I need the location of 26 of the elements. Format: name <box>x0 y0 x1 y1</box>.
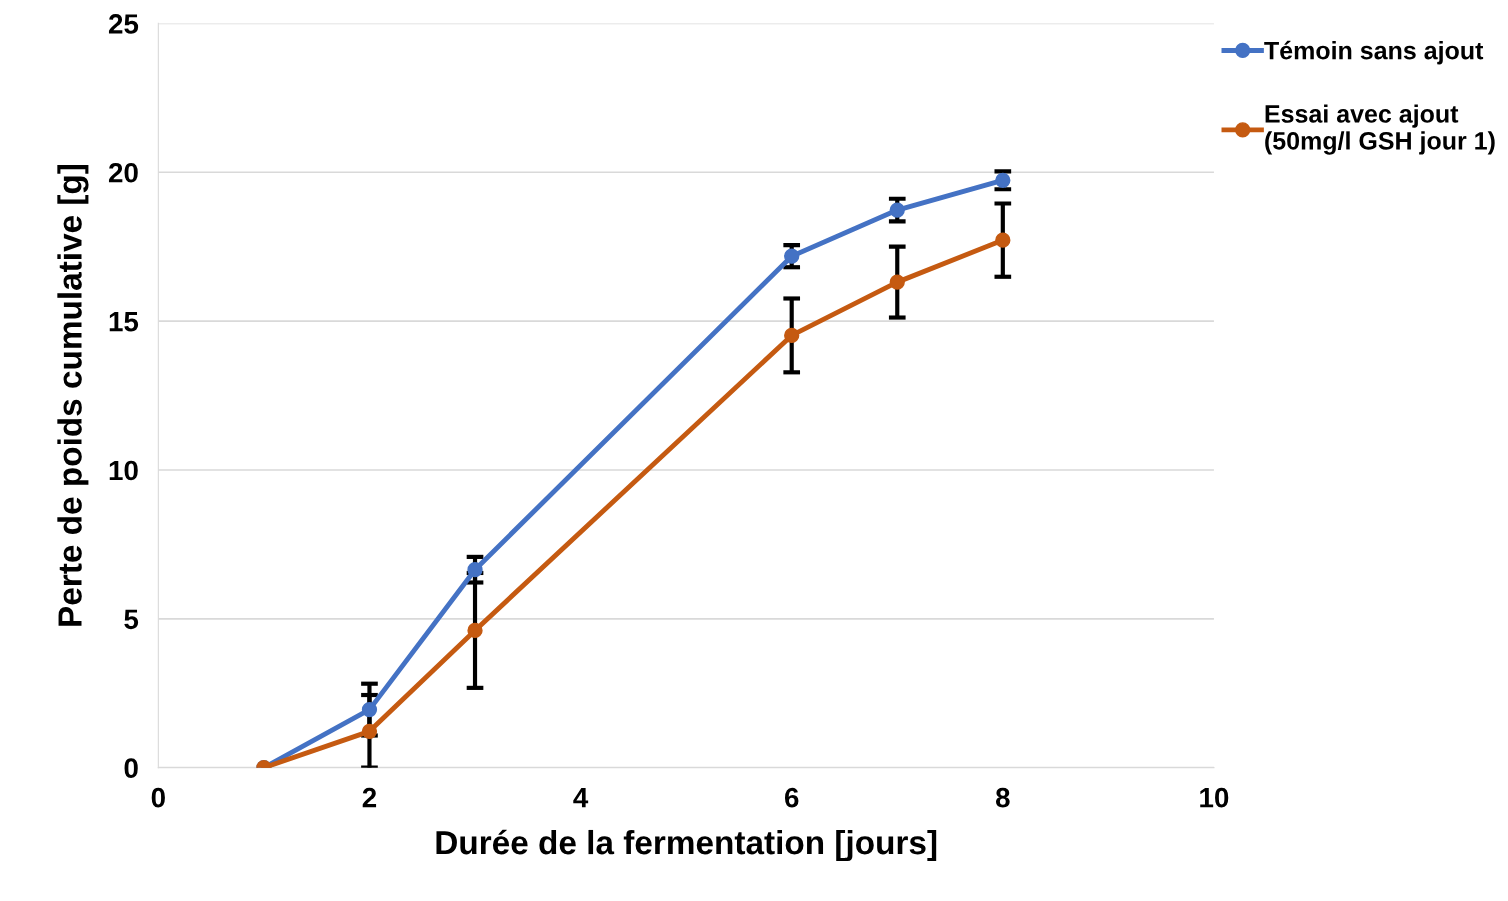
x-tick-label: 6 <box>784 787 799 808</box>
y-tick-label: 15 <box>109 312 139 332</box>
point <box>361 701 378 718</box>
point <box>995 172 1011 188</box>
x-tick-label: 8 <box>995 787 1010 808</box>
legend-label: Essai avec ajout (50mg/l GSH jour 1) <box>1265 104 1495 155</box>
y-tick-label: 10 <box>109 460 138 481</box>
point <box>784 248 800 264</box>
point <box>467 562 483 578</box>
point <box>361 723 378 739</box>
x-tick-label: 0 <box>151 787 165 808</box>
y-tick-label: 5 <box>124 609 139 630</box>
point <box>467 622 483 639</box>
y-tick-label: 0 <box>124 758 138 778</box>
y-tick-label: 20 <box>108 162 138 183</box>
point <box>784 327 800 344</box>
point <box>889 202 905 218</box>
y-tick-label: 25 <box>108 14 139 34</box>
legend-label: Témoin sans ajout <box>1264 40 1484 65</box>
point <box>889 274 905 290</box>
x-tick-label: 2 <box>362 787 377 808</box>
x-tick-label: 10 <box>1200 787 1229 808</box>
point <box>995 232 1011 248</box>
x-axis-title: Durée de la fermentation [jours] <box>436 829 937 862</box>
y-axis-title: Perte de poids cumulative [g] <box>57 164 89 626</box>
x-tick-label: 4 <box>573 788 589 808</box>
